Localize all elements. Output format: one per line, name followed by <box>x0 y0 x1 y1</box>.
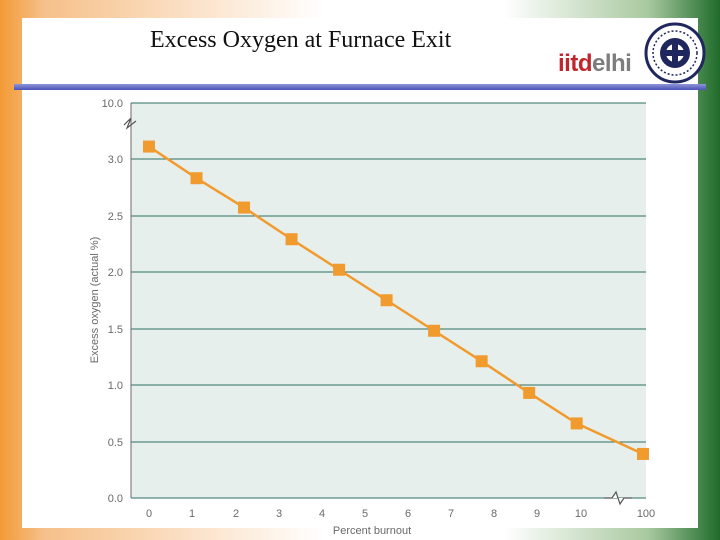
slide-title: Excess Oxygen at Furnace Exit <box>150 27 452 53</box>
logo-text-part1: iitd <box>558 50 593 77</box>
data-point-marker <box>333 263 346 276</box>
data-point-marker <box>637 447 649 460</box>
x-tick-label: 1 <box>189 508 195 520</box>
iitd-seal-icon <box>644 22 706 84</box>
x-axis-label: Percent burnout <box>333 525 411 537</box>
data-point-marker <box>380 294 393 307</box>
y-tick-label: 0.5 <box>108 437 123 449</box>
data-point-marker <box>523 386 536 399</box>
x-tick-label: 2 <box>233 508 239 520</box>
iitdelhi-logo-text: iitdelhi <box>558 50 632 78</box>
x-tick-label: 8 <box>491 508 497 520</box>
x-tick-label: 0 <box>146 508 152 520</box>
y-axis-label: Excess oxygen (actual %) <box>89 237 101 364</box>
x-axis-break-mark <box>604 490 632 506</box>
x-tick-label: 10 <box>575 508 587 520</box>
data-point-marker <box>475 355 488 368</box>
y-tick-label: 2.0 <box>108 267 123 279</box>
y-axis-break-mark <box>123 117 137 130</box>
x-tick-label: 9 <box>534 508 540 520</box>
data-point-marker <box>428 324 441 337</box>
x-tick-label: 5 <box>362 508 368 520</box>
data-point-marker <box>190 172 203 185</box>
y-tick-label: 2.5 <box>108 211 123 223</box>
x-tick-label: 7 <box>448 508 454 520</box>
data-point-marker <box>570 417 583 430</box>
header-rule <box>14 84 706 90</box>
y-tick-label: 10.0 <box>102 98 123 110</box>
data-point-marker <box>143 140 155 153</box>
x-tick-label: 3 <box>276 508 282 520</box>
y-tick-label: 1.0 <box>108 380 123 392</box>
y-tick-label: 1.5 <box>108 324 123 336</box>
logo-text-part2: elhi <box>592 50 632 77</box>
x-tick-label: 100 <box>637 508 655 520</box>
x-tick-label: 4 <box>319 508 325 520</box>
y-tick-label: 0.0 <box>108 493 123 505</box>
x-tick-label: 6 <box>405 508 411 520</box>
y-tick-label: 3.0 <box>108 154 123 166</box>
data-point-marker <box>238 201 251 214</box>
data-point-marker <box>285 233 298 246</box>
